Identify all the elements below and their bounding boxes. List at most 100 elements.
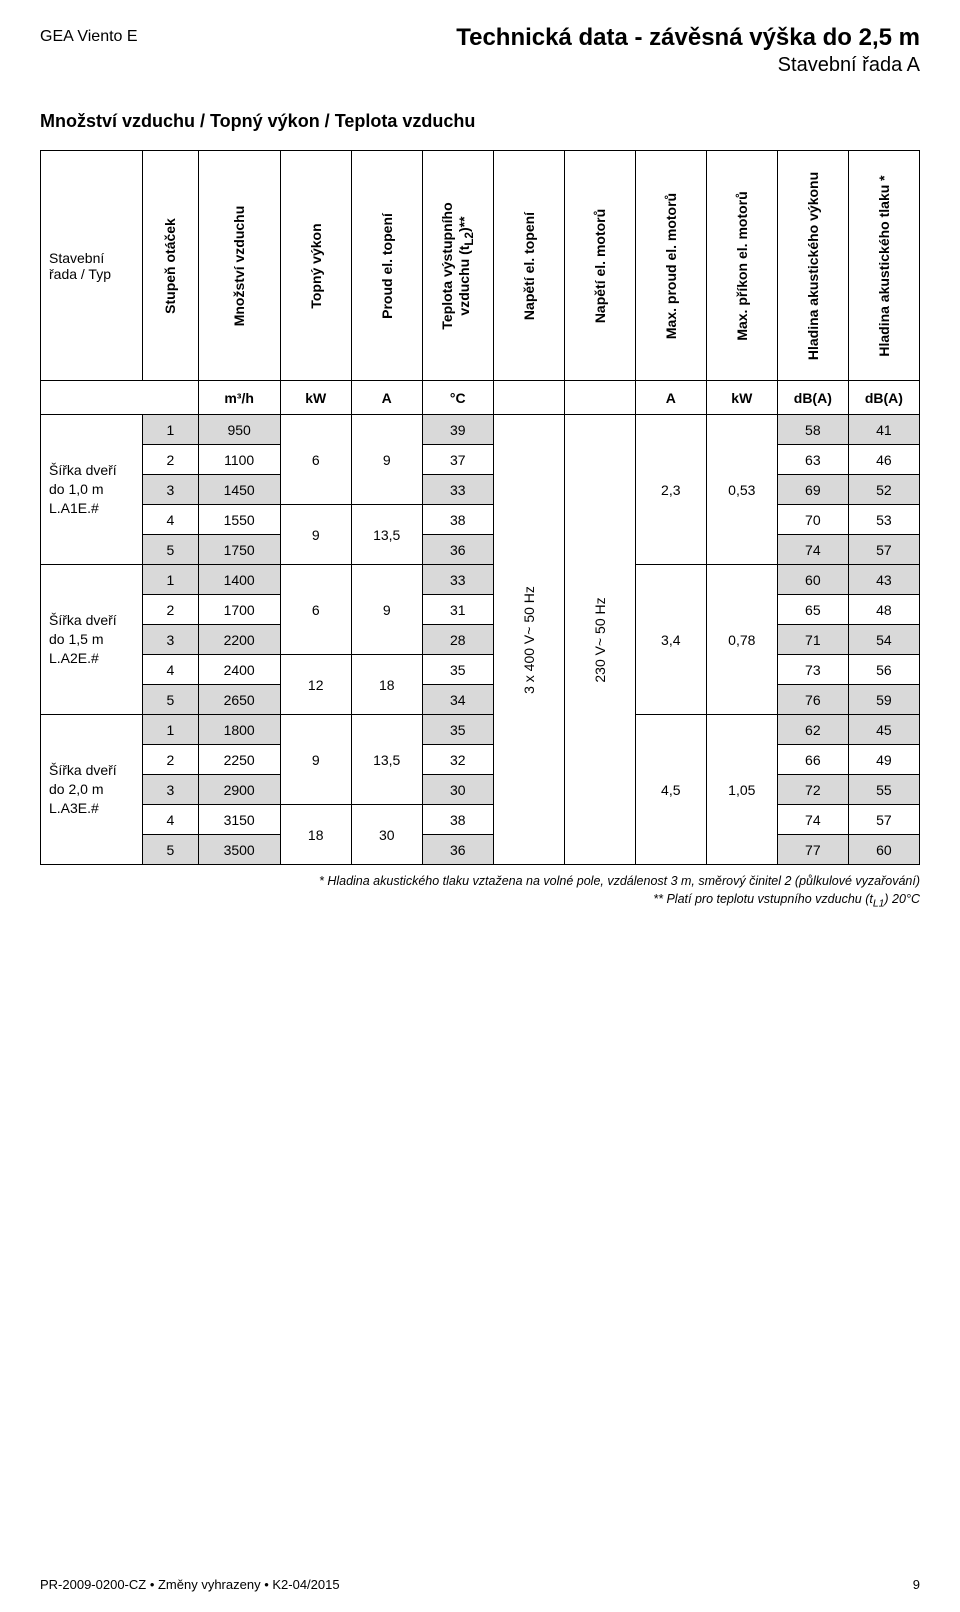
cell-airflow: 2200 xyxy=(198,625,280,655)
footer-left: PR-2009-0200-CZ • Změny vyhrazeny • K2-0… xyxy=(40,1577,340,1592)
cell-max-p: 0,78 xyxy=(706,565,777,715)
table-row: 424001218357356 xyxy=(41,655,920,685)
cell-airflow: 1800 xyxy=(198,715,280,745)
cell-step: 2 xyxy=(143,745,198,775)
cell-current: 13,5 xyxy=(351,715,422,805)
cell-lw: 65 xyxy=(777,595,848,625)
page: GEA Viento E Technická data - závěsná vý… xyxy=(0,0,960,1612)
cell-heat: 6 xyxy=(280,415,351,505)
table-row: 21100 37 6346 xyxy=(41,445,920,475)
page-subtitle: Stavební řada A xyxy=(456,54,920,77)
header-row: GEA Viento E Technická data - závěsná vý… xyxy=(40,24,920,77)
cell-airflow: 2900 xyxy=(198,775,280,805)
header-left: GEA Viento E xyxy=(40,24,138,46)
cell-airflow: 1100 xyxy=(198,445,280,475)
page-title: Technická data - závěsná výška do 2,5 m xyxy=(456,24,920,52)
col-head-vheat: Napětí el. topení xyxy=(493,151,564,381)
cell-temp: 30 xyxy=(422,775,493,805)
header-row-rotated: Stavební řada / Typ Stupeň otáček Množst… xyxy=(41,151,920,381)
cell-temp: 39 xyxy=(422,415,493,445)
cell-max-i: 2,3 xyxy=(635,415,706,565)
cell-max-p: 0,53 xyxy=(706,415,777,565)
header-right: Technická data - závěsná výška do 2,5 m … xyxy=(456,24,920,77)
col-head-lw: Hladina akustického výkonu xyxy=(777,151,848,381)
table-row: 32900307255 xyxy=(41,775,920,805)
cell-lp: 45 xyxy=(848,715,919,745)
cell-airflow: 1700 xyxy=(198,595,280,625)
cell-step: 5 xyxy=(143,685,198,715)
table-row: 41550913,5387053 xyxy=(41,505,920,535)
table-row: 31450336952 xyxy=(41,475,920,505)
cell-lw: 70 xyxy=(777,505,848,535)
cell-temp: 35 xyxy=(422,715,493,745)
page-footer: PR-2009-0200-CZ • Změny vyhrazeny • K2-0… xyxy=(40,1577,920,1592)
col-head-maxp: Max. příkon el. motorů xyxy=(706,151,777,381)
cell-airflow: 1550 xyxy=(198,505,280,535)
table-row: 51750367457 xyxy=(41,535,920,565)
cell-current: 9 xyxy=(351,565,422,655)
col-head-lp: Hladina akustického tlaku * xyxy=(848,151,919,381)
cell-lp: 46 xyxy=(848,445,919,475)
cell-step: 1 xyxy=(143,715,198,745)
cell-temp: 37 xyxy=(422,445,493,475)
cell-airflow: 3150 xyxy=(198,805,280,835)
cell-lw: 72 xyxy=(777,775,848,805)
group-label: Šířka dveřído 1,0 mL.A1E.# xyxy=(41,415,143,565)
unit-lp: dB(A) xyxy=(848,381,919,415)
table-row: Šířka dveřído 2,0 mL.A3E.#11800913,5354,… xyxy=(41,715,920,745)
cell-step: 4 xyxy=(143,805,198,835)
cell-lp: 60 xyxy=(848,835,919,865)
unit-temp: °C xyxy=(422,381,493,415)
cell-voltage-heat: 3 x 400 V~ 50 Hz xyxy=(493,415,564,865)
footnote-1: * Hladina akustického tlaku vztažena na … xyxy=(319,874,920,888)
col-head-current: Proud el. topení xyxy=(351,151,422,381)
cell-temp: 31 xyxy=(422,595,493,625)
cell-lp: 52 xyxy=(848,475,919,505)
unit-blank xyxy=(41,381,199,415)
unit-vmotor xyxy=(564,381,635,415)
cell-lp: 55 xyxy=(848,775,919,805)
cell-temp: 33 xyxy=(422,475,493,505)
cell-temp: 38 xyxy=(422,805,493,835)
cell-lw: 71 xyxy=(777,625,848,655)
cell-current: 30 xyxy=(351,805,422,865)
cell-step: 2 xyxy=(143,445,198,475)
cell-step: 2 xyxy=(143,595,198,625)
cell-lp: 56 xyxy=(848,655,919,685)
cell-step: 5 xyxy=(143,835,198,865)
cell-lw: 66 xyxy=(777,745,848,775)
cell-heat: 12 xyxy=(280,655,351,715)
col-head-step: Stupeň otáček xyxy=(143,151,198,381)
cell-lw: 58 xyxy=(777,415,848,445)
units-row: m³/h kW A °C A kW dB(A) dB(A) xyxy=(41,381,920,415)
cell-airflow: 3500 xyxy=(198,835,280,865)
cell-step: 3 xyxy=(143,625,198,655)
col-head-vmotor: Napětí el. motorů xyxy=(564,151,635,381)
cell-lp: 57 xyxy=(848,535,919,565)
cell-temp: 36 xyxy=(422,835,493,865)
table-row: Šířka dveřído 1,5 mL.A2E.#1140069333,40,… xyxy=(41,565,920,595)
cell-step: 4 xyxy=(143,655,198,685)
cell-airflow: 2400 xyxy=(198,655,280,685)
table-row: 431501830387457 xyxy=(41,805,920,835)
data-table: Stavební řada / Typ Stupeň otáček Množst… xyxy=(40,150,920,865)
cell-voltage-motor: 230 V~ 50 Hz xyxy=(564,415,635,865)
cell-airflow: 1450 xyxy=(198,475,280,505)
cell-temp: 35 xyxy=(422,655,493,685)
footnote-2: ** Platí pro teplotu vstupního vzduchu (… xyxy=(653,892,920,906)
cell-temp: 32 xyxy=(422,745,493,775)
cell-lp: 53 xyxy=(848,505,919,535)
cell-airflow: 2650 xyxy=(198,685,280,715)
cell-lw: 63 xyxy=(777,445,848,475)
cell-step: 4 xyxy=(143,505,198,535)
cell-lw: 74 xyxy=(777,805,848,835)
section-heading: Množství vzduchu / Topný výkon / Teplota… xyxy=(40,111,920,132)
cell-heat: 9 xyxy=(280,505,351,565)
cell-heat: 9 xyxy=(280,715,351,805)
cell-current: 18 xyxy=(351,655,422,715)
unit-heat: kW xyxy=(280,381,351,415)
table-row: Šířka dveřído 1,0 mL.A1E.#195069393 x 40… xyxy=(41,415,920,445)
cell-lp: 43 xyxy=(848,565,919,595)
cell-temp: 36 xyxy=(422,535,493,565)
cell-temp: 38 xyxy=(422,505,493,535)
